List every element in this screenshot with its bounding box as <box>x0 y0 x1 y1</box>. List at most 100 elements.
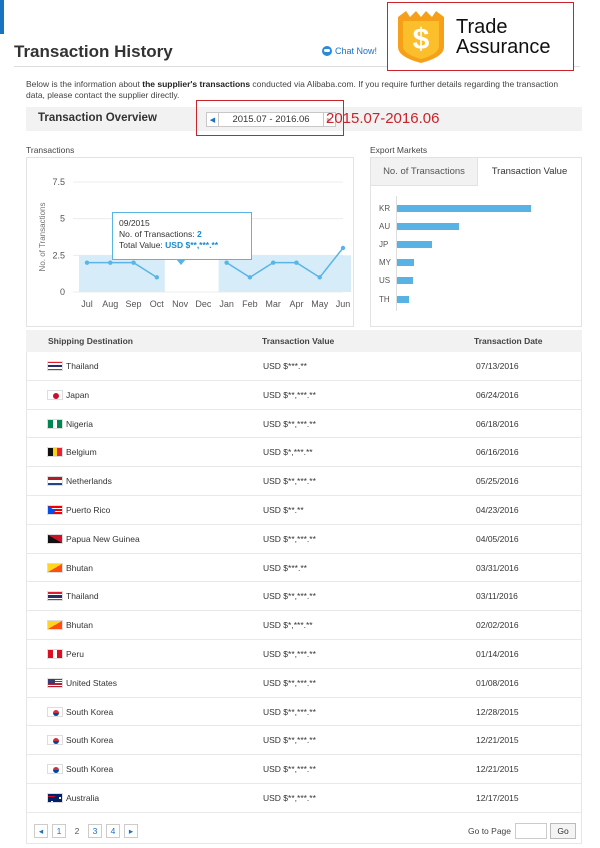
tooltip-pointer <box>176 259 186 265</box>
transaction-date-cell: 02/02/2016 <box>476 620 519 631</box>
intro-text: Below is the information about the suppl… <box>26 79 571 101</box>
range-next-button[interactable]: ▶ <box>323 112 336 127</box>
intro-part2: conducted via Alibaba.com. If you requir… <box>26 79 559 100</box>
tooltip-count-row: No. of Transactions: 2 <box>119 229 245 240</box>
shipping-destination-cell: Netherlands <box>47 476 112 487</box>
transaction-value-cell: USD $**.** <box>263 505 304 515</box>
page-2-button[interactable]: 2 <box>70 824 84 838</box>
series-line <box>87 261 158 278</box>
market-row: US <box>379 275 414 287</box>
shipping-destination-cell: Australia <box>47 793 99 803</box>
table-row: Belgium USD $*,***.** 06/16/2016 <box>27 438 581 468</box>
papua-new-guinea-flag-icon <box>47 533 63 544</box>
market-bar <box>397 240 432 248</box>
table-row: Papua New Guinea USD $**,***.** 04/05/2016 <box>27 525 581 554</box>
series-line <box>226 247 344 279</box>
market-row: MY <box>379 257 415 269</box>
market-row: JP <box>379 238 432 250</box>
transaction-date-cell: 06/24/2016 <box>476 389 519 400</box>
x-tick-label: Feb <box>242 299 258 309</box>
table-row: Thailand USD $**,***.** 03/11/2016 <box>27 582 581 612</box>
next-page-button[interactable]: ▸ <box>124 824 138 838</box>
data-point <box>224 260 229 265</box>
y-axis-label: No. of Transactions <box>38 203 47 272</box>
transaction-date-cell: 03/31/2016 <box>476 562 519 573</box>
data-point <box>317 275 322 280</box>
transaction-value-cell: USD $**,***.** <box>263 793 316 803</box>
country-name: South Korea <box>66 735 114 746</box>
transaction-value-cell: USD $**,***.** <box>263 677 316 688</box>
area-band <box>218 255 351 292</box>
country-name: Thailand <box>66 361 99 371</box>
market-code-label: MY <box>379 258 391 268</box>
country-name: Nigeria <box>66 418 93 429</box>
table-row: South Korea USD $**,***.** 12/28/2015 <box>27 698 581 727</box>
page-4-button[interactable]: 4 <box>106 824 120 838</box>
united-states-flag-icon <box>47 677 63 688</box>
goto-page-input[interactable] <box>515 823 547 839</box>
market-code-label: TH <box>379 294 390 304</box>
x-tick-label: Aug <box>102 299 118 309</box>
shipping-destination-cell: South Korea <box>47 706 113 717</box>
market-code-label: KR <box>379 203 391 213</box>
transaction-value-cell: USD $*,***.** <box>263 620 313 631</box>
title-divider <box>14 66 580 67</box>
transaction-date-cell: 12/21/2015 <box>476 764 519 775</box>
market-bar <box>397 204 531 212</box>
chat-now-label: Chat Now! <box>335 46 378 56</box>
header-transaction-date: Transaction Date <box>474 336 543 346</box>
prev-page-button[interactable]: ◂ <box>34 824 48 838</box>
country-name: United States <box>66 677 118 688</box>
x-tick-label: Sep <box>126 299 142 309</box>
transaction-value-cell: USD $***.** <box>263 562 307 573</box>
page-title: Transaction History <box>14 42 173 61</box>
transaction-overview-bar: Transaction Overview ◀ 2015.07 - 2016.06… <box>26 100 582 136</box>
table-row: Thailand USD $***.** 07/13/2016 <box>27 352 581 381</box>
country-name: Netherlands <box>66 476 112 487</box>
date-range-value[interactable]: 2015.07 - 2016.06 <box>219 112 323 127</box>
transaction-date-cell: 04/05/2016 <box>476 533 519 544</box>
transaction-value-cell: USD $**,***.** <box>263 533 316 544</box>
transaction-value-cell: USD $**,***.** <box>263 706 316 717</box>
country-name: Belgium <box>66 447 97 458</box>
range-prev-button[interactable]: ◀ <box>206 112 219 127</box>
transaction-overview-label: Transaction Overview <box>38 112 157 124</box>
peru-flag-icon <box>47 649 63 659</box>
page-3-button[interactable]: 3 <box>88 824 102 838</box>
shipping-destination-cell: Nigeria <box>47 418 93 429</box>
data-point <box>108 260 113 265</box>
tab-no-of-transactions[interactable]: No. of Transactions <box>371 158 478 186</box>
x-tick-label: Mar <box>265 299 281 309</box>
thailand-flag-icon <box>47 361 63 371</box>
table-row: Puerto Rico USD $**.** 04/23/2016 <box>27 496 581 525</box>
x-tick-label: Jul <box>81 299 93 309</box>
country-name: Australia <box>66 793 100 803</box>
chat-now-link[interactable]: Chat Now! <box>322 46 377 56</box>
go-button[interactable]: Go <box>550 823 576 839</box>
market-code-label: JP <box>379 239 389 249</box>
nigeria-flag-icon <box>47 418 63 429</box>
transaction-date-cell: 12/21/2015 <box>476 735 519 746</box>
y-tick-label: 7.5 <box>52 177 65 187</box>
market-row: KR <box>379 202 531 214</box>
transaction-date-cell: 01/08/2016 <box>476 677 519 688</box>
transaction-value-cell: USD $**,***.** <box>263 735 316 746</box>
country-name: Peru <box>66 649 84 659</box>
tooltip-value-label: Total Value: <box>119 240 163 250</box>
trade-assurance-shield-icon: $ <box>398 11 444 63</box>
japan-flag-icon <box>47 389 63 400</box>
header-transaction-value: Transaction Value <box>262 336 335 346</box>
x-tick-label: Nov <box>172 299 189 309</box>
left-accent-bar <box>0 0 4 34</box>
intro-bold: the supplier's transactions <box>142 79 251 89</box>
page-1-button[interactable]: 1 <box>52 824 66 838</box>
belgium-flag-icon <box>47 447 63 458</box>
tab-transaction-value[interactable]: Transaction Value <box>478 158 581 186</box>
transaction-value-cell: USD $**,***.** <box>263 649 316 659</box>
south-korea-flag-icon <box>47 764 63 775</box>
x-tick-label: Jan <box>219 299 234 309</box>
market-code-label: AU <box>379 221 391 231</box>
pagination-pages: ◂ 1 2 3 4 ▸ <box>34 824 138 838</box>
shipping-destination-cell: Thailand <box>47 361 99 371</box>
tooltip-value-row: Total Value: USD $**,***.** <box>119 240 245 251</box>
